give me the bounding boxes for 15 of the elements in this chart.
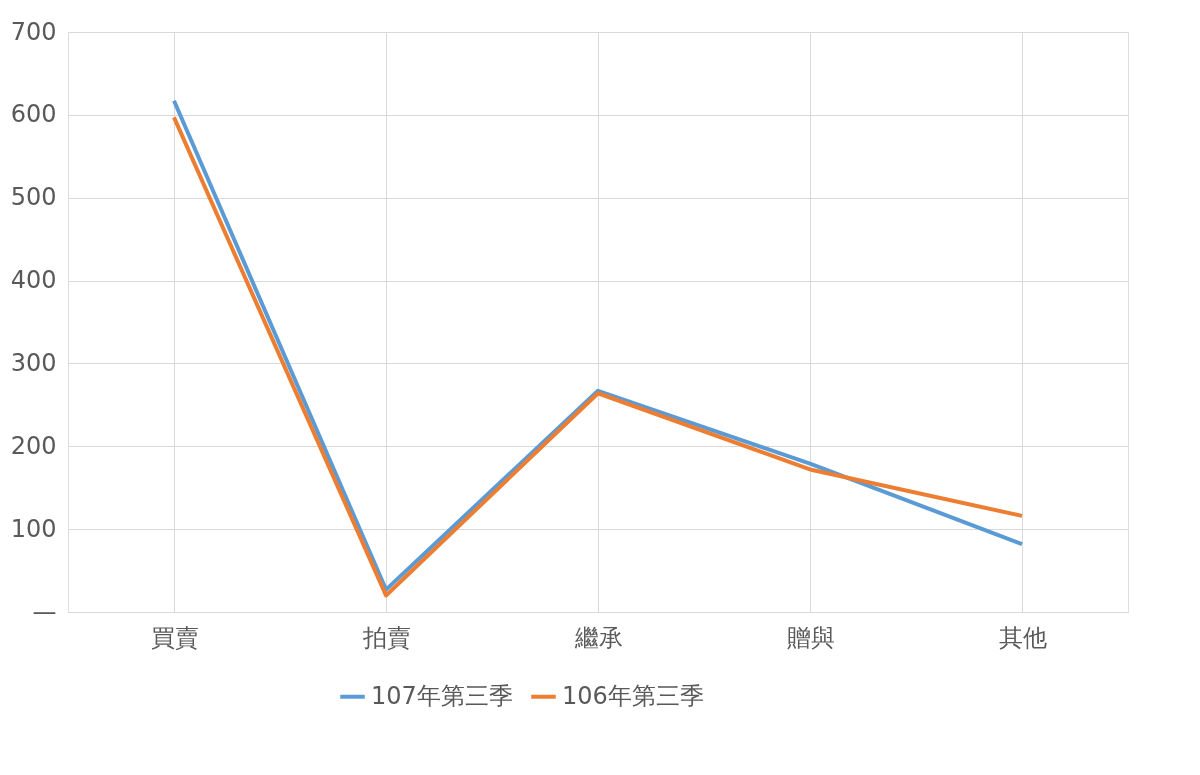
y-tick-label: 600 <box>10 100 57 129</box>
y-tick-label: 100 <box>10 514 57 543</box>
x-tick-label: 拍賣 <box>361 623 411 652</box>
y-tick-label: 400 <box>10 266 57 295</box>
x-tick-label: 繼承 <box>573 623 623 652</box>
y-tick-label: 700 <box>10 17 57 46</box>
y-tick-label: 300 <box>10 348 57 377</box>
legend-label: 107年第三季 <box>371 681 513 710</box>
y-tick-label: — <box>32 597 57 626</box>
y-tick-label: 200 <box>10 431 57 460</box>
y-tick-label: 500 <box>10 183 57 212</box>
x-tick-label: 其他 <box>998 623 1047 652</box>
x-tick-label: 贈與 <box>786 623 835 652</box>
legend-label: 106年第三季 <box>562 681 704 710</box>
x-tick-label: 買賣 <box>150 623 199 652</box>
